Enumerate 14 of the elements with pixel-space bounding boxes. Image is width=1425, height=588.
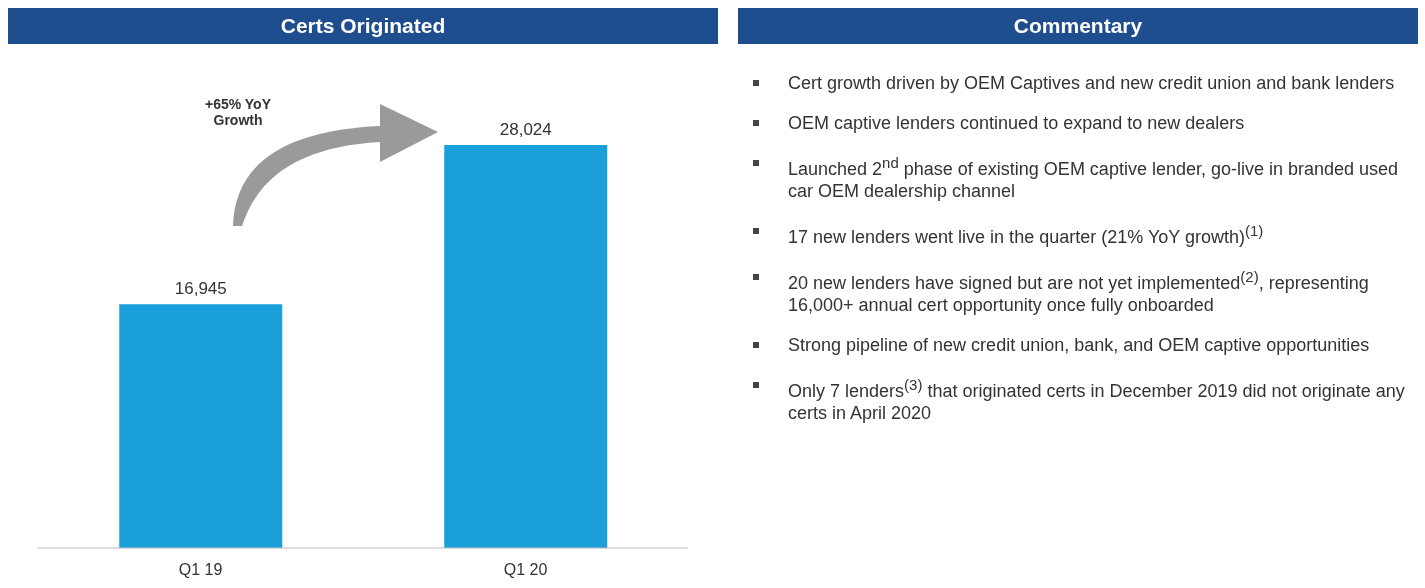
text: OEM captive lenders continued to expand to new dealers	[788, 112, 1245, 134]
data-label: 28,024	[499, 120, 552, 140]
chart-title: Certs Originated	[8, 8, 718, 44]
text: +65% YoY Growth	[204, 96, 272, 128]
text: 20 new lenders have signed but are not yet implemented$^{(2)}$, representing 16,000+ annual cert opportunity once fully onboarded	[788, 268, 1369, 315]
text: Only 7 lenders$^{(3)}$ that originated certs in December 2019 did not originate any certs in April 2020	[788, 375, 1406, 424]
text: Commentary	[738, 8, 1418, 44]
text: Launched 2$^{nd}$ phase of existing OEM captive lender, go-live in branded used car OEM dealership channel	[788, 153, 1400, 202]
data-label: 16,945	[174, 279, 227, 299]
x-tick-label: Q1 20	[503, 561, 548, 579]
text: Cert growth driven by OEM Captives and new credit union and bank lenders	[788, 72, 1395, 94]
text: 17 new lenders went live in the quarter (21% YoY growth)$^{(1)}$	[788, 221, 1264, 248]
x-tick-label: Q1 19	[178, 561, 223, 579]
text: Strong pipeline of new credit union, bank, and OEM captive opportunities	[788, 334, 1370, 356]
